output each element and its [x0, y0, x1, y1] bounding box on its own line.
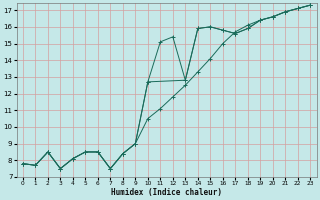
- X-axis label: Humidex (Indice chaleur): Humidex (Indice chaleur): [111, 188, 222, 197]
